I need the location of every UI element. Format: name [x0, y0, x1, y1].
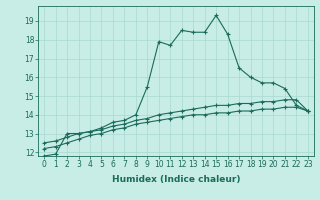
- X-axis label: Humidex (Indice chaleur): Humidex (Indice chaleur): [112, 175, 240, 184]
